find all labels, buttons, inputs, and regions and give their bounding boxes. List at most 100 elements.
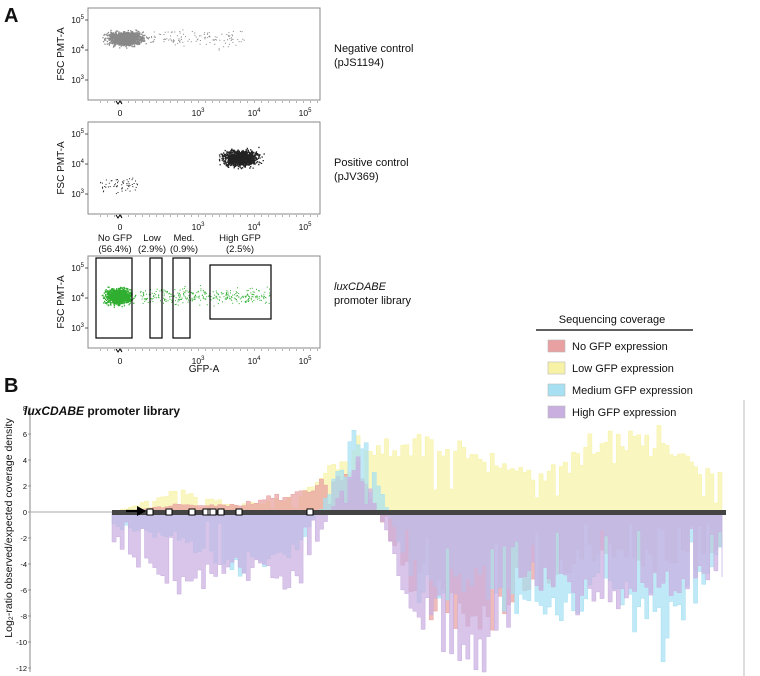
x-tick-label: 103	[192, 222, 205, 232]
gate-low-label: Low	[143, 233, 161, 244]
gate-low-percent: (2.9%)	[138, 244, 166, 255]
x-tick-label: 0	[118, 108, 123, 118]
legend-swatch	[547, 383, 566, 397]
positive-control-label: Positive control	[334, 157, 409, 169]
promoter-marker	[146, 508, 154, 516]
scatter-points	[101, 285, 271, 308]
axis-break-icon	[115, 348, 123, 353]
x-tick-label: 105	[299, 108, 312, 118]
gate-med	[172, 257, 191, 339]
y-tick-label: 105	[71, 263, 84, 273]
legend-title: Sequencing coverage	[559, 314, 665, 326]
legend-swatch	[547, 405, 566, 419]
gate-no-gfp-label: No GFP	[98, 233, 132, 244]
y-tick-label: -8	[20, 612, 27, 621]
y-tick-label: -6	[20, 586, 27, 595]
legend-item-label: No GFP expression	[572, 341, 668, 353]
scatter-plot-positive	[87, 121, 321, 215]
coverage-area	[112, 425, 723, 513]
scatter-points	[102, 29, 245, 51]
x-tick-label: 103	[192, 356, 205, 366]
y-tick-label: -12	[16, 664, 27, 673]
legend: Sequencing coverage No GFP expression Low…	[536, 314, 693, 419]
scatter-3-ylabel: FSC PMT-A	[56, 275, 67, 329]
y-tick-label: 2	[23, 482, 27, 491]
y-axis-ticks: -12 -10 -8 -6 -4 -2 0 2 4 6 8	[16, 404, 31, 673]
y-tick-label: 103	[71, 189, 84, 199]
gate-low	[149, 257, 163, 339]
x-tick-label: 104	[248, 108, 261, 118]
coverage-chart: -12 -10 -8 -6 -4 -2 0 2 4 6 8 luxCDABE promoter li…	[3, 400, 745, 676]
chart-title-rest: promoter library	[84, 404, 180, 418]
y-tick-label: 104	[71, 293, 84, 303]
y-tick-label: -10	[16, 638, 27, 647]
legend-swatch	[547, 339, 566, 353]
x-tick-label: 104	[248, 222, 261, 232]
panel-a-label: A	[4, 5, 18, 27]
library-label-rest: promoter library	[334, 295, 412, 307]
scatter-xlabel: GFP-A	[189, 364, 220, 375]
legend-item-label: High GFP expression	[572, 407, 676, 419]
genome-bar	[112, 510, 726, 515]
y-tick-label: -2	[20, 534, 27, 543]
legend-item-label: Low GFP expression	[572, 363, 674, 375]
plot-frame	[87, 7, 321, 101]
scatter-dots	[100, 146, 265, 195]
promoter-marker	[235, 508, 243, 516]
promoter-marker	[165, 508, 173, 516]
plot-frame	[87, 121, 321, 215]
negative-control-label: Negative control	[334, 43, 414, 55]
x-tick-label: 0	[118, 356, 123, 366]
promoter-marker	[217, 508, 225, 516]
scatter-2-ylabel: FSC PMT-A	[56, 141, 67, 195]
x-tick-label: 104	[248, 356, 261, 366]
scatter-dots	[101, 285, 271, 308]
gate-high	[209, 264, 272, 320]
axis-break-icon	[115, 100, 123, 105]
y-tick-label: 105	[71, 15, 84, 25]
positive-control-plasmid: (pJV369)	[334, 171, 379, 183]
library-label: luxCDABE	[334, 281, 387, 293]
y-tick-label: 104	[71, 159, 84, 169]
y-tick-label: 103	[71, 323, 84, 333]
gate-no-gfp-percent: (56.4%)	[98, 244, 131, 255]
chart-title-italic: luxCDABE	[24, 404, 85, 418]
panel-b-label: B	[4, 375, 18, 397]
coverage-areas	[111, 425, 723, 673]
scatter-1-ylabel: FSC PMT-A	[56, 27, 67, 81]
x-tick-label: 103	[192, 108, 205, 118]
y-tick-label: 4	[23, 456, 27, 465]
svg-text:luxCDABE promoter library: luxCDABE promoter library	[24, 404, 180, 418]
y-tick-label: 105	[71, 129, 84, 139]
coverage-area	[111, 456, 723, 673]
scatter-axis-ticks: 105 104 103 0 103 104 105 105 104 103 0 103 104 105 10…	[71, 15, 318, 366]
legend-item-label: Medium GFP expression	[572, 385, 693, 397]
gate-high-percent: (2.5%)	[226, 244, 254, 255]
x-tick-label: 105	[299, 356, 312, 366]
y-tick-label: 8	[23, 404, 27, 413]
y-tick-label: 6	[23, 430, 27, 439]
y-tick-label: -4	[20, 560, 27, 569]
y-tick-label: 104	[71, 45, 84, 55]
scatter-dots	[102, 29, 245, 51]
x-tick-label: 105	[299, 222, 312, 232]
scatter-points	[100, 146, 265, 195]
promoter-marker	[209, 508, 217, 516]
legend-swatch	[547, 361, 566, 375]
promoter-markers	[146, 508, 314, 516]
negative-control-plasmid: (pJS1194)	[334, 57, 384, 69]
chart-ylabel: Log₂-ratio observed/expected coverage de…	[3, 418, 15, 638]
gate-med-label: Med.	[173, 233, 194, 244]
y-tick-label: 0	[23, 508, 27, 517]
gate-med-percent: (0.9%)	[170, 244, 198, 255]
x-tick-label: 0	[118, 222, 123, 232]
y-tick-label: 103	[71, 75, 84, 85]
gate-no-gfp	[95, 257, 133, 339]
promoter-marker	[306, 508, 314, 516]
gate-high-label: High GFP	[219, 233, 261, 244]
gene-arrow-head-icon	[137, 506, 146, 516]
scatter-plot-library	[87, 255, 321, 349]
axis-break-icon	[115, 214, 123, 219]
scatter-plot-negative	[87, 7, 321, 101]
